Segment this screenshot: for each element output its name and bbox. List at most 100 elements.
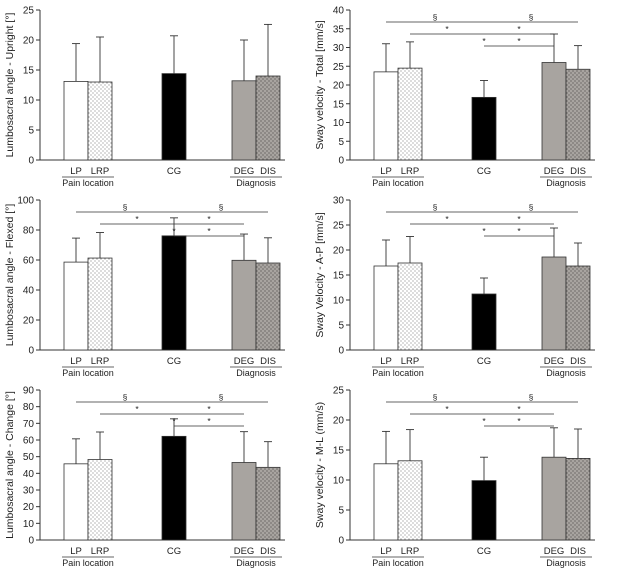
y-tick-label: 10 bbox=[333, 296, 345, 307]
bar-lrp bbox=[397, 460, 423, 541]
bar-lp bbox=[63, 261, 89, 351]
significance-marker-left: § bbox=[433, 202, 438, 212]
y-tick-label: 0 bbox=[338, 536, 344, 547]
significance-marker-left: § bbox=[123, 202, 128, 212]
x-tick-label-lp: LP bbox=[380, 356, 392, 367]
y-tick-label: 0 bbox=[28, 346, 34, 357]
bar-cg bbox=[471, 480, 497, 541]
significance-marker-right: § bbox=[219, 202, 224, 212]
y-tick-label: 35 bbox=[333, 24, 345, 35]
significance-marker-right: * bbox=[517, 404, 521, 414]
chart-panel-5: 0 10 20 30 40 50 60 70 80 90 Lumbosacral angle - C… bbox=[4, 386, 285, 568]
chart-panel-2: 0 5 10 15 20 25 30 35 40 Sway velocity - Total [m… bbox=[314, 6, 595, 188]
y-tick-label: 15 bbox=[333, 271, 345, 282]
x-tick-label-cg: CG bbox=[167, 356, 181, 367]
x-tick-label-dis: DIS bbox=[570, 356, 586, 367]
group-label-pain-location: Pain location bbox=[372, 368, 424, 378]
x-tick-label-cg: CG bbox=[477, 546, 491, 557]
x-tick-label-lp: LP bbox=[380, 546, 392, 557]
bar-lrp bbox=[87, 257, 113, 351]
x-tick-label-lrp: LRP bbox=[91, 356, 109, 367]
x-tick-label-lrp: LRP bbox=[401, 546, 419, 557]
y-tick-label: 5 bbox=[338, 321, 344, 332]
x-tick-label-deg: DEG bbox=[544, 546, 565, 557]
significance-marker-left: * bbox=[172, 416, 176, 426]
y-tick-label: 5 bbox=[28, 126, 34, 137]
y-tick-label: 0 bbox=[28, 536, 34, 547]
x-tick-label-lrp: LRP bbox=[401, 356, 419, 367]
group-label-diagnosis: Diagnosis bbox=[546, 178, 586, 188]
group-label-pain-location: Pain location bbox=[372, 558, 424, 568]
y-tick-label: 30 bbox=[23, 486, 35, 497]
y-tick-label: 80 bbox=[23, 402, 35, 413]
y-axis-label: Sway velocity - Total [mm/s] bbox=[314, 20, 326, 149]
y-tick-label: 40 bbox=[333, 6, 345, 17]
y-tick-label: 10 bbox=[23, 96, 35, 107]
y-tick-label: 25 bbox=[333, 221, 345, 232]
bar-lp bbox=[373, 265, 399, 351]
x-tick-label-deg: DEG bbox=[234, 546, 255, 557]
significance-marker-right: * bbox=[207, 214, 211, 224]
group-label-diagnosis: Diagnosis bbox=[546, 558, 586, 568]
bar-cg bbox=[161, 435, 187, 541]
bar-cg bbox=[471, 293, 497, 351]
x-tick-label-lp: LP bbox=[70, 546, 82, 557]
bar-deg bbox=[231, 462, 257, 541]
significance-marker-right: * bbox=[517, 416, 521, 426]
y-tick-label: 25 bbox=[23, 6, 35, 17]
bar-dis bbox=[255, 262, 281, 351]
group-label-pain-location: Pain location bbox=[62, 558, 114, 568]
y-tick-label: 0 bbox=[28, 156, 34, 167]
significance-marker-right: * bbox=[517, 226, 521, 236]
significance-marker-left: * bbox=[445, 214, 449, 224]
group-label-pain-location: Pain location bbox=[372, 178, 424, 188]
bar-dis bbox=[565, 68, 591, 161]
x-tick-label-cg: CG bbox=[477, 166, 491, 177]
significance-marker-right: § bbox=[529, 392, 534, 402]
y-tick-label: 80 bbox=[23, 226, 35, 237]
bar-lrp bbox=[87, 459, 113, 541]
chart-panel-6: 0 5 10 15 20 25 Sway velocity - M-L (mm/s) LP LR… bbox=[314, 386, 595, 568]
bar-dis bbox=[565, 265, 591, 351]
bar-lp bbox=[373, 463, 399, 541]
y-tick-label: 20 bbox=[23, 36, 35, 47]
y-tick-label: 100 bbox=[17, 196, 34, 207]
significance-marker-right: * bbox=[517, 24, 521, 34]
bar-lrp bbox=[397, 262, 423, 351]
significance-marker-left: * bbox=[482, 226, 486, 236]
y-tick-label: 0 bbox=[338, 346, 344, 357]
significance-marker-left: * bbox=[135, 214, 139, 224]
x-tick-label-dis: DIS bbox=[570, 546, 586, 557]
y-tick-label: 20 bbox=[23, 502, 35, 513]
x-tick-label-lp: LP bbox=[380, 166, 392, 177]
bar-cg bbox=[161, 73, 187, 161]
significance-marker-right: * bbox=[517, 36, 521, 46]
y-tick-label: 25 bbox=[333, 62, 345, 73]
x-tick-label-dis: DIS bbox=[260, 356, 276, 367]
chart-panel-1: 0 5 10 15 20 25 Lumbosacral angle - Upright [°… bbox=[4, 6, 285, 188]
significance-marker-right: * bbox=[207, 226, 211, 236]
group-label-pain-location: Pain location bbox=[62, 178, 114, 188]
y-tick-label: 40 bbox=[23, 469, 35, 480]
x-tick-label-cg: CG bbox=[167, 166, 181, 177]
bar-deg bbox=[231, 259, 257, 351]
x-tick-label-lrp: LRP bbox=[401, 166, 419, 177]
bar-lp bbox=[63, 81, 89, 161]
y-tick-label: 15 bbox=[333, 446, 345, 457]
y-tick-label: 70 bbox=[23, 419, 35, 430]
y-axis-label: Lumbosacral angle - Upright [°] bbox=[4, 12, 16, 157]
significance-marker-left: * bbox=[172, 226, 176, 236]
x-tick-label-lrp: LRP bbox=[91, 166, 109, 177]
significance-marker-right: * bbox=[207, 416, 211, 426]
significance-marker-left: * bbox=[482, 36, 486, 46]
bar-lp bbox=[63, 463, 89, 541]
x-tick-label-deg: DEG bbox=[544, 356, 565, 367]
group-label-pain-location: Pain location bbox=[62, 368, 114, 378]
bar-cg bbox=[161, 235, 187, 351]
y-tick-label: 15 bbox=[333, 99, 345, 110]
x-tick-label-lrp: LRP bbox=[91, 546, 109, 557]
y-axis-label: Lumbosacral angle - Flexed [°] bbox=[4, 204, 16, 347]
significance-marker-left: * bbox=[445, 24, 449, 34]
y-axis-label: Sway velocity - M-L (mm/s) bbox=[314, 402, 326, 528]
significance-marker-left: * bbox=[135, 404, 139, 414]
